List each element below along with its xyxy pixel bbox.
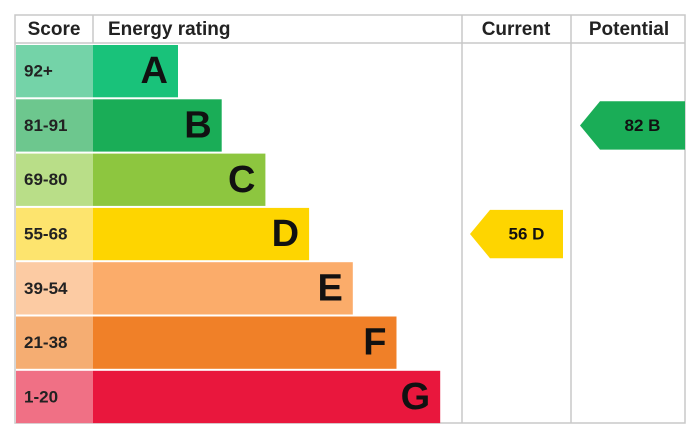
current-label: 56 D	[509, 225, 545, 244]
score-label: 92+	[24, 62, 53, 81]
header-potential: Potential	[589, 19, 669, 40]
rating-bar	[93, 262, 353, 315]
score-cell	[16, 262, 93, 315]
rating-letter: B	[184, 104, 211, 146]
potential-arrow	[580, 101, 685, 150]
score-cell	[16, 153, 93, 206]
score-label: 81-91	[24, 116, 67, 135]
rating-bar	[93, 99, 222, 152]
rating-bar	[93, 316, 397, 369]
score-cell	[16, 45, 93, 98]
potential-label: 82 B	[625, 116, 661, 135]
header-current: Current	[482, 19, 551, 40]
header-rating: Energy rating	[108, 19, 230, 40]
score-cell	[16, 316, 93, 369]
rating-letter: E	[317, 267, 342, 309]
rating-bar	[93, 45, 178, 98]
score-label: 1-20	[24, 387, 58, 406]
score-cell	[16, 99, 93, 152]
header-score: Score	[28, 19, 81, 40]
current-arrow	[470, 209, 563, 259]
score-label: 39-54	[24, 279, 68, 298]
score-cell	[16, 207, 93, 261]
rating-letter: A	[141, 50, 168, 92]
rating-letter: G	[401, 376, 431, 418]
rating-bar	[93, 370, 441, 424]
rating-letter: C	[228, 159, 255, 201]
score-cell	[16, 370, 93, 424]
score-label: 55-68	[24, 225, 67, 244]
rating-letter: F	[363, 322, 386, 364]
rating-letter: D	[272, 213, 299, 255]
score-label: 69-80	[24, 170, 67, 189]
rating-bar	[93, 207, 310, 261]
rating-bar	[93, 153, 266, 206]
score-label: 21-38	[24, 333, 67, 352]
